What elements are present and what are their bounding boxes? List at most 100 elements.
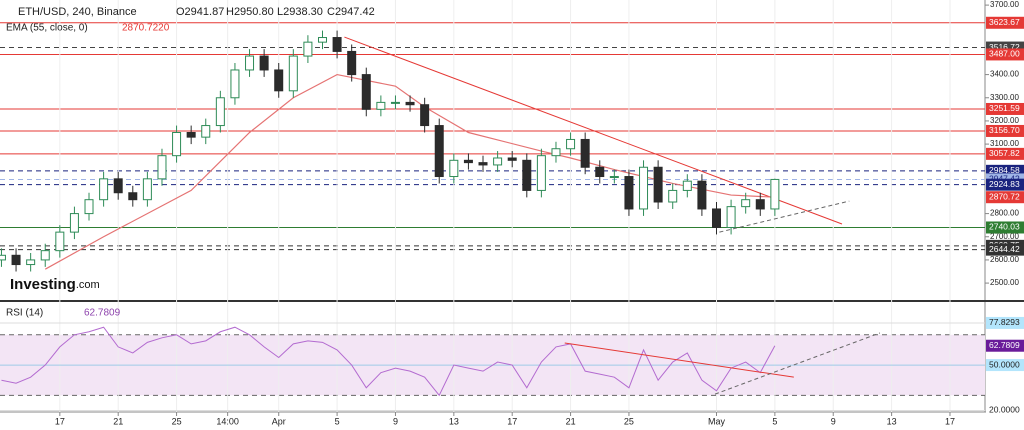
rsi-title: RSI (14): [6, 308, 43, 319]
level-label: 3516.72: [989, 42, 1020, 52]
candle-body: [755, 199, 765, 210]
trendline: [344, 36, 843, 225]
candle-body: [507, 157, 517, 161]
level-label-box: [986, 124, 1024, 137]
candle-body: [69, 213, 79, 233]
rsi-trendline: [564, 342, 794, 378]
x-tick-label: 13: [449, 416, 459, 426]
ohlc-close: C2947.42: [327, 6, 375, 18]
watermark: Investing.com: [10, 276, 100, 293]
rsi-value-label: 62.7809: [989, 340, 1020, 350]
candle-body: [26, 259, 36, 266]
trendline: [719, 200, 850, 233]
y-tick-box: [986, 316, 1024, 329]
candle-body: [245, 55, 255, 71]
candle-body: [361, 74, 371, 110]
candle-body: [186, 132, 196, 138]
x-tick-label: 9: [393, 416, 398, 426]
level-label: 2870.72: [989, 191, 1020, 201]
y-tick-label: 50.0000: [989, 359, 1020, 369]
y-tick-label: 77.8293: [989, 317, 1020, 327]
candle-body: [303, 41, 313, 57]
x-tick-label: 25: [172, 416, 182, 426]
level-label-box: [986, 243, 1024, 256]
candle-body: [390, 101, 400, 104]
x-tick-label: 21: [113, 416, 123, 426]
y-tick-label: 2700.00: [990, 232, 1019, 241]
candle-body: [522, 159, 532, 191]
x-tick-label: 17: [507, 416, 517, 426]
level-label: 3251.59: [989, 103, 1020, 113]
y-tick-label: 3100.00: [990, 139, 1019, 148]
candle-body: [201, 125, 211, 138]
ohlc-open: O2941.87: [176, 6, 224, 18]
candle-body: [99, 178, 109, 201]
candle-body: [113, 178, 123, 194]
ema-title: EMA (55, close, 0): [6, 23, 88, 34]
y-tick-label: 2800.00: [990, 209, 1019, 218]
x-tick-label: 25: [624, 416, 634, 426]
candle-body: [405, 101, 415, 106]
symbol: ETH/USD, 240, Binance: [18, 6, 137, 18]
candle-body: [55, 231, 65, 252]
level-label-box: [986, 191, 1024, 204]
candle-body: [770, 178, 780, 210]
candle-body: [726, 206, 736, 228]
candle-body: [478, 162, 488, 166]
x-tick-label: 21: [566, 416, 576, 426]
candle-body: [493, 157, 503, 166]
ohlc-high: H2950.80: [226, 6, 274, 18]
candle-body: [580, 138, 590, 168]
level-label-box: [986, 16, 1024, 29]
x-tick-label: 17: [55, 416, 65, 426]
level-label: 2740.03: [989, 222, 1020, 232]
watermark-domain: .com: [76, 279, 100, 291]
candle-body: [463, 159, 473, 164]
x-tick-label: 5: [335, 416, 340, 426]
candle-body: [215, 97, 225, 127]
candle-body: [172, 132, 182, 157]
level-label-box: [986, 102, 1024, 115]
candle-body: [449, 159, 459, 178]
candle-body: [259, 55, 269, 71]
candle-body: [595, 166, 605, 178]
level-label: 3057.82: [989, 148, 1020, 158]
level-label-box: [986, 221, 1024, 234]
level-label-box: [986, 178, 1024, 191]
candle-body: [128, 192, 138, 201]
candle-body: [142, 178, 152, 201]
x-tick-label: Apr: [272, 416, 286, 426]
candle-body: [332, 37, 342, 52]
candle-body: [653, 166, 663, 203]
x-tick-label: 5: [772, 416, 777, 426]
watermark-brand: Investing: [10, 276, 76, 293]
candle-body: [536, 155, 546, 191]
rsi-value: 62.7809: [84, 308, 121, 319]
candle-body: [741, 199, 751, 208]
candle-body: [157, 155, 167, 180]
candle-body: [347, 50, 357, 76]
x-tick-label: 14:00: [216, 416, 239, 426]
y-tick-label: 3300.00: [990, 93, 1019, 102]
level-label-box: [986, 48, 1024, 61]
candle-body: [420, 104, 430, 127]
y-tick-label: 2500.00: [990, 278, 1019, 287]
candle-body: [376, 101, 386, 110]
ohlc-low: L2938.30: [277, 6, 323, 18]
level-label: 2924.83: [989, 179, 1020, 189]
x-tick-label: 13: [887, 416, 897, 426]
y-tick-box: [986, 359, 1024, 372]
level-label: 3156.70: [989, 125, 1020, 135]
level-label-box: [986, 147, 1024, 160]
candle-body: [230, 69, 240, 99]
candle-body: [609, 176, 619, 179]
y-tick-label: 3400.00: [990, 70, 1019, 79]
y-tick-label: 3700.00: [990, 0, 1019, 9]
x-tick-label: 17: [945, 416, 955, 426]
rsi-trendline: [714, 332, 881, 395]
candle-body: [11, 254, 21, 266]
candle-body: [317, 37, 327, 43]
level-label: 3623.67: [989, 17, 1020, 27]
marks: [0, 30, 881, 397]
